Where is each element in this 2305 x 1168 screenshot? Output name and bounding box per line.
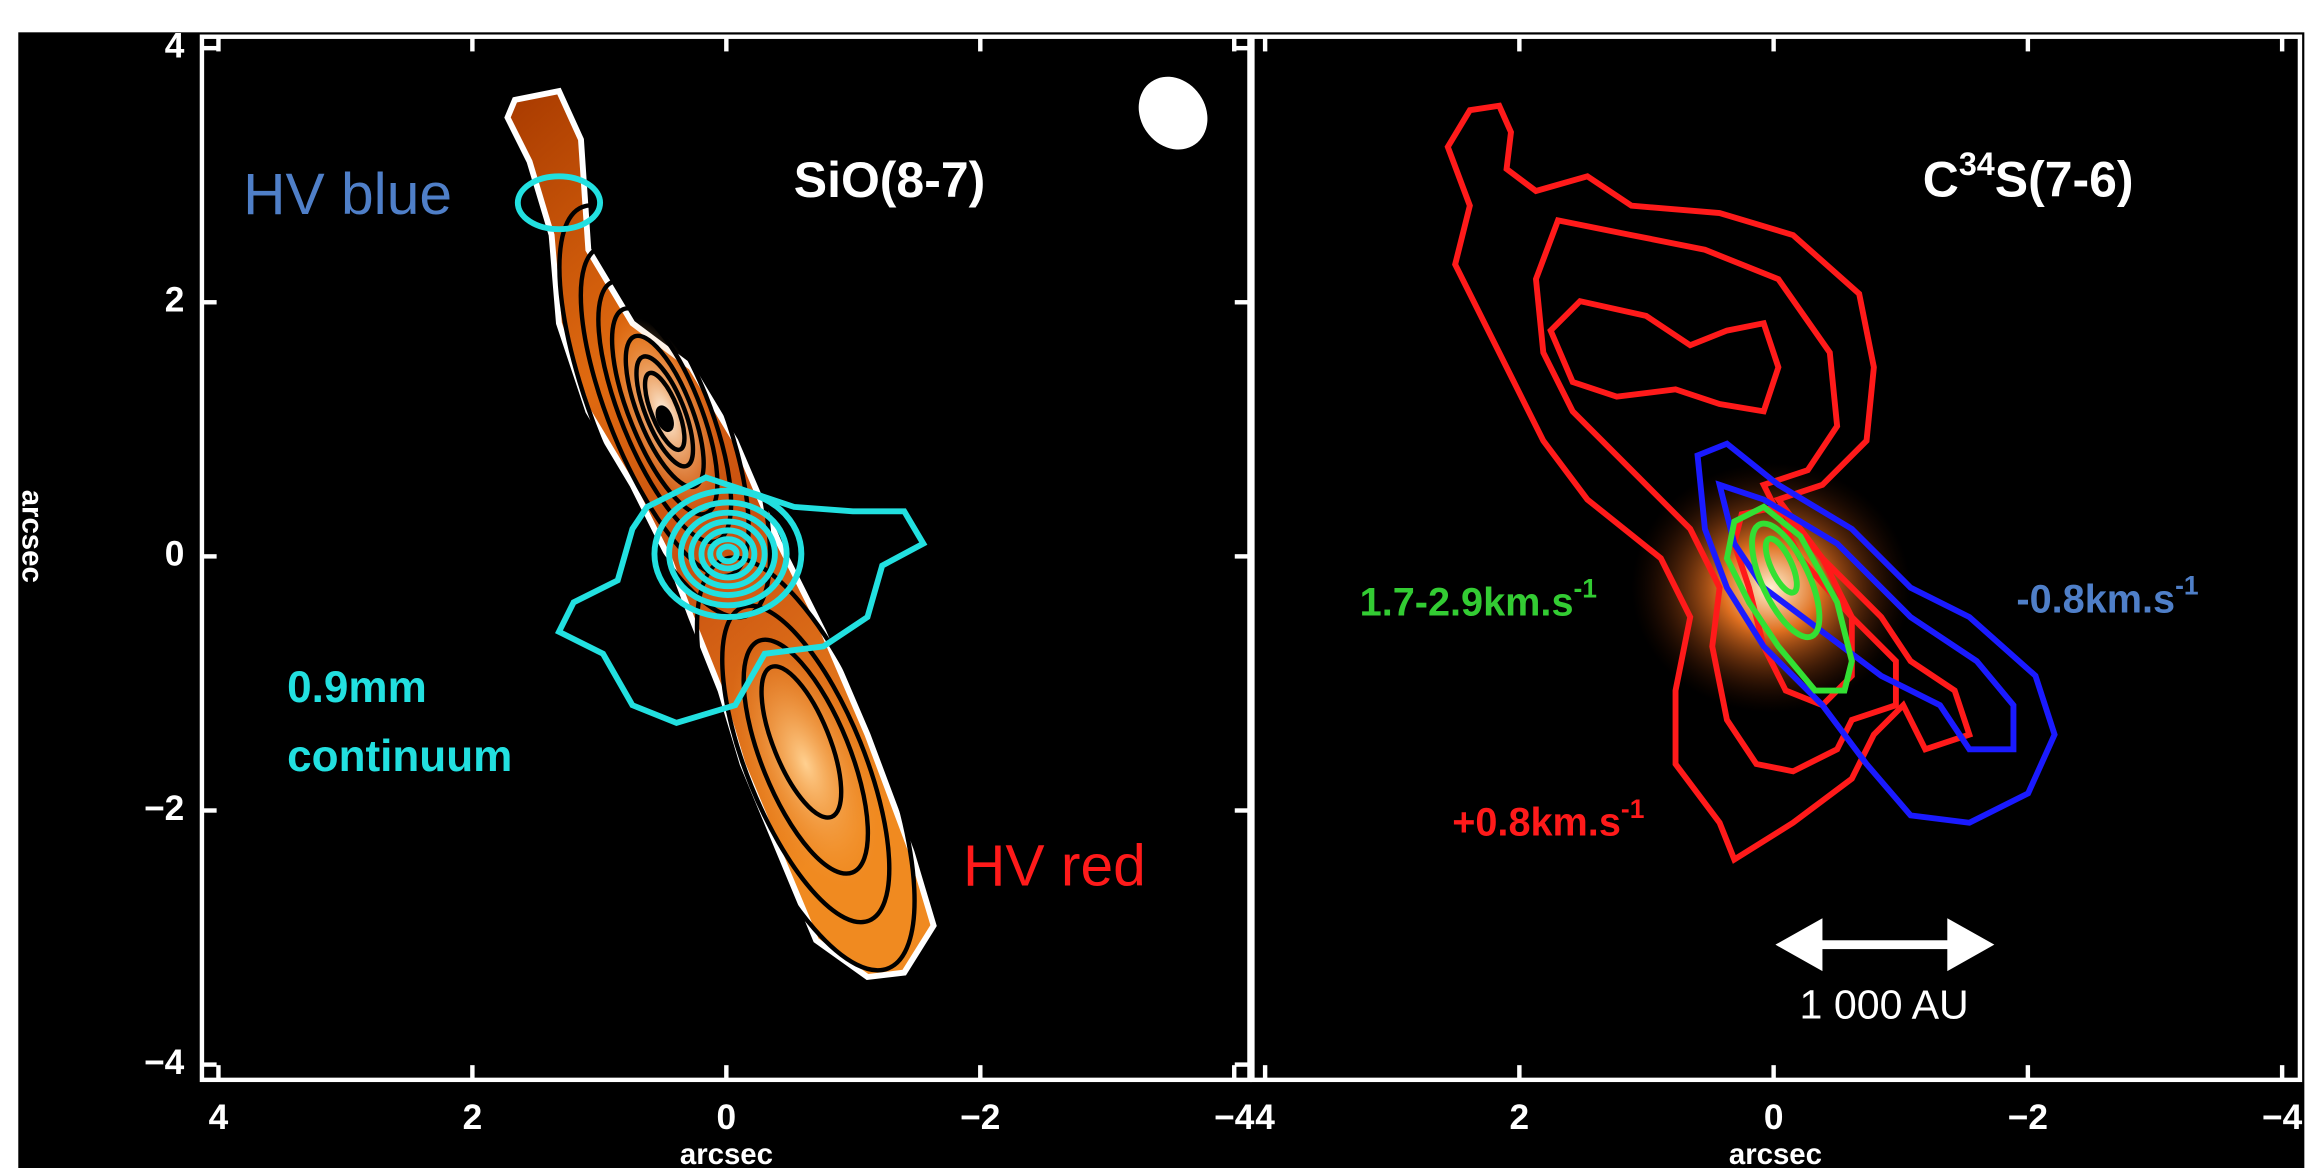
annotation: 0.9mm (287, 663, 427, 712)
annotation: -0.8km.s-1 (2016, 571, 2198, 622)
x-tick-label: −4 (1214, 1098, 1255, 1137)
annotation: +0.8km.s-1 (1452, 794, 1644, 845)
x-tick-label: 0 (717, 1098, 737, 1137)
title-part: S(7-6) (1995, 152, 2134, 208)
x-axis-label: arcsec (680, 1138, 773, 1168)
annotation-part: 1.7-2.9km.s (1360, 581, 1574, 625)
y-tick-label: 4 (165, 26, 185, 65)
page: SiO(8-7) C34S(7-6) HV blue 0.9mm continu… (0, 0, 2305, 1168)
annotation-sup: -1 (1574, 574, 1598, 604)
y-axis-label: arcsec (15, 490, 48, 583)
annotation-sup: -1 (1621, 794, 1645, 824)
annotation-sup: -1 (2175, 571, 2199, 601)
x-tick-label: −4 (2262, 1098, 2303, 1137)
x-tick-label: −2 (2008, 1098, 2048, 1137)
x-tick-label: −2 (960, 1098, 1000, 1137)
panel-title: C34S(7-6) (1923, 146, 2134, 208)
y-tick-label: 2 (165, 281, 185, 320)
x-tick-label: 4 (1255, 1098, 1275, 1137)
annotation-part: -0.8km.s (2016, 578, 2175, 622)
x-tick-label: 4 (209, 1098, 229, 1137)
annotation: continuum (287, 732, 512, 781)
panel-title: SiO(8-7) (794, 152, 985, 208)
y-tick-label: −2 (144, 789, 184, 828)
annotation-part: +0.8km.s (1452, 801, 1621, 845)
annotation: 1.7-2.9km.s-1 (1360, 574, 1597, 625)
title-sup: 34 (1959, 146, 1995, 182)
x-tick-label: 2 (463, 1098, 483, 1137)
y-tick-label: −4 (144, 1043, 185, 1082)
x-tick-label: 2 (1510, 1098, 1530, 1137)
x-tick-label: 0 (1764, 1098, 1784, 1137)
annotation: HV red (963, 833, 1146, 898)
x-axis-label: arcsec (1729, 1138, 1822, 1168)
annotation: HV blue (243, 162, 452, 227)
figure: SiO(8-7) C34S(7-6) HV blue 0.9mm continu… (0, 0, 2305, 1168)
title-part: C (1923, 152, 1959, 208)
y-tick-label: 0 (165, 535, 185, 574)
scale-label: 1 000 AU (1800, 982, 1969, 1028)
